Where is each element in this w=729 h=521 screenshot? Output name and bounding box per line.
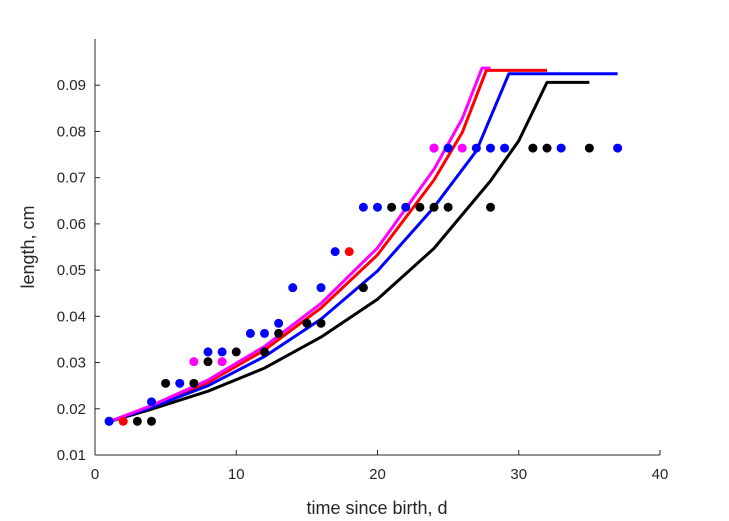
series-line [108,68,547,424]
data-point [274,328,284,338]
series-line [108,66,491,424]
data-point [203,347,213,357]
y-axis-label: length, cm [18,205,38,288]
series-line [108,72,618,424]
y-ticks: 0.01 0.02 0.03 0.04 0.05 0.06 0.07 0.08 0.09 [57,77,100,464]
data-point [373,202,382,212]
data-point [556,143,566,153]
series-line [108,80,590,424]
data-point [274,318,284,328]
series-points [104,143,623,426]
data-point [189,357,199,367]
data-point [132,416,142,426]
data-point [500,143,510,153]
y-tick-label: 0.01 [57,447,86,464]
x-axis-label: time since birth, d [306,498,447,518]
x-tick-label: 20 [369,466,386,483]
data-point [245,328,255,338]
y-tick-label: 0.06 [57,216,86,233]
data-point [217,357,227,367]
data-point [189,378,199,388]
y-tick-label: 0.04 [57,308,86,325]
data-point [486,202,495,212]
x-tick-label: 0 [91,466,99,483]
x-tick-label: 30 [510,466,527,483]
data-point [260,347,269,357]
data-point [104,416,114,426]
data-point [358,283,368,293]
data-point [288,283,298,293]
data-point [260,328,269,338]
x-tick-label: 40 [652,466,669,483]
y-tick-label: 0.07 [57,170,86,187]
data-point [613,143,623,153]
data-point [486,143,495,153]
x-tick-label: 10 [228,466,245,483]
x-ticks: 0 10 20 30 40 [91,450,669,483]
data-point [231,347,241,357]
data-point [217,347,227,357]
data-point [584,143,594,153]
data-point [175,378,185,388]
data-point [147,416,156,426]
data-point [457,143,467,153]
data-point [203,357,213,367]
data-point [344,247,354,257]
data-point [302,318,312,328]
data-point [358,202,368,212]
series-lines [108,66,618,424]
y-tick-label: 0.02 [57,401,86,418]
data-point [443,143,453,153]
y-tick-label: 0.08 [57,123,86,140]
data-point [415,202,425,212]
data-point [118,416,128,426]
data-point [161,378,171,388]
data-point [528,143,538,153]
data-point [429,143,439,153]
data-point [316,318,326,328]
y-tick-label: 0.05 [57,262,86,279]
data-point [316,283,326,293]
data-point [542,143,552,153]
data-point [147,397,156,407]
data-point [387,202,397,212]
y-tick-label: 0.09 [57,77,86,94]
y-tick-label: 0.03 [57,355,86,372]
data-point [443,202,453,212]
data-point [330,247,340,257]
data-point [471,143,481,153]
data-point [429,202,439,212]
data-point [401,202,411,212]
